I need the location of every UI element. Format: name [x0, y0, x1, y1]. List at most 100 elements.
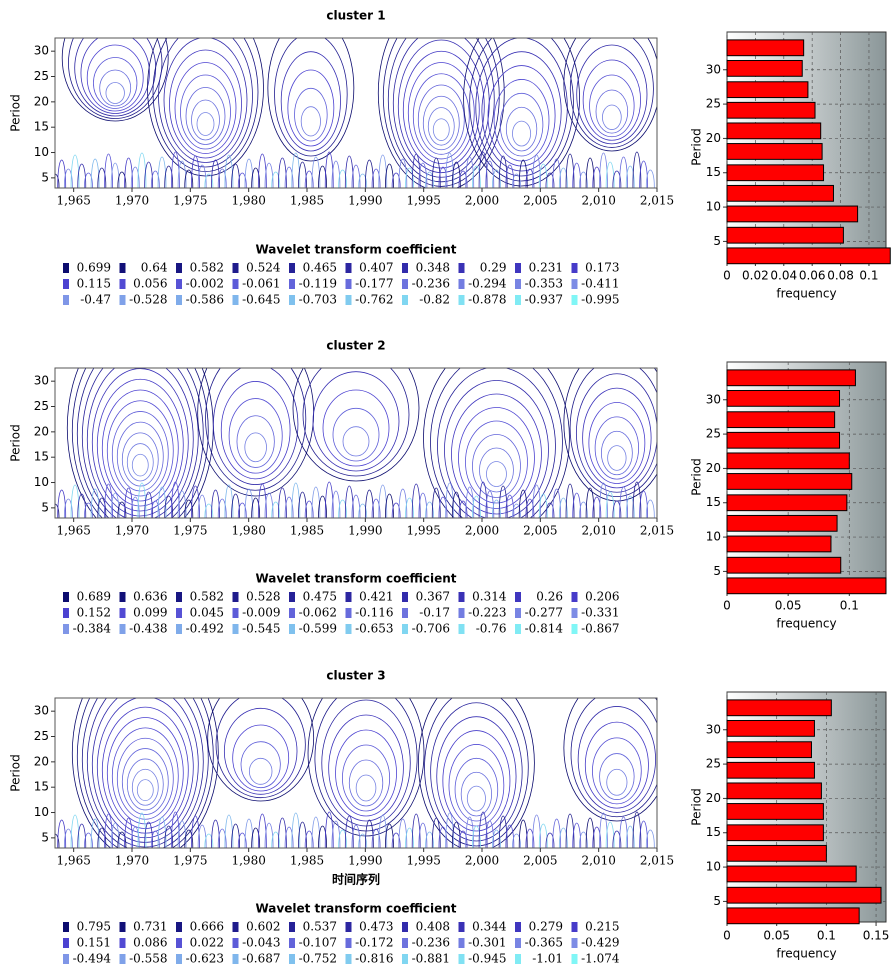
- contour-line: [312, 371, 400, 472]
- contour-line: [512, 173, 521, 188]
- contour-line: [342, 426, 370, 457]
- legend-label: 0.408: [416, 920, 450, 934]
- x-tick-label: 2,000: [465, 854, 499, 868]
- legend-label: -0.301: [468, 936, 506, 950]
- y-tick-label: 25: [34, 69, 49, 83]
- contour-line: [130, 826, 140, 848]
- x-tick-label: 0: [723, 929, 731, 943]
- legend-swatch: [232, 295, 239, 305]
- contour-line: [177, 160, 187, 188]
- bar: [726, 164, 825, 182]
- contour-line: [90, 488, 100, 518]
- contour-line: [196, 112, 215, 136]
- contour-line: [645, 499, 655, 518]
- contour-line: [358, 173, 368, 188]
- legend-label: 0.151: [77, 936, 111, 950]
- contour-line: [606, 768, 628, 796]
- legend-swatch: [458, 592, 465, 602]
- contour-line: [97, 827, 107, 848]
- contour-line: [304, 830, 314, 848]
- contour-line: [558, 497, 568, 518]
- legend-swatch: [571, 592, 578, 602]
- contour-line: [298, 821, 307, 848]
- legend-swatch: [176, 295, 182, 305]
- legend-swatch: [515, 592, 521, 602]
- contour-line: [77, 493, 87, 518]
- contour-line: [237, 832, 247, 848]
- contour-line: [595, 89, 629, 134]
- contour-line: [425, 171, 434, 188]
- y-tick-label: 25: [706, 427, 721, 441]
- contour-line: [344, 485, 354, 518]
- y-tick-label: 25: [34, 729, 49, 743]
- contour-line: [240, 741, 281, 789]
- legend-swatch: [515, 938, 521, 948]
- contour-line: [93, 57, 138, 109]
- bar: [726, 556, 842, 574]
- contour-line: [264, 162, 274, 188]
- contour-line: [278, 817, 287, 848]
- contour-line: [469, 38, 574, 182]
- contour-line: [451, 491, 461, 518]
- contour-line: [311, 816, 321, 848]
- contour-line: [584, 721, 649, 809]
- contour-line: [458, 500, 468, 518]
- contour-line: [391, 502, 401, 518]
- contour-line: [163, 38, 248, 163]
- contour-line: [321, 699, 411, 827]
- x-axis-label: 时间序列: [332, 872, 380, 887]
- contour-line: [76, 698, 214, 848]
- legend-label: -0.236: [412, 277, 450, 291]
- contour-line: [184, 499, 194, 518]
- legend-swatch: [345, 922, 352, 932]
- contour-line: [124, 817, 133, 848]
- contour-line: [257, 483, 267, 518]
- contour-line: [402, 50, 480, 169]
- legend-swatch: [289, 624, 295, 634]
- bar: [726, 431, 841, 449]
- legend-label: 0.524: [246, 261, 281, 275]
- legend-swatch: [402, 263, 408, 273]
- contour-line: [498, 485, 508, 518]
- x-tick-label: 2,010: [581, 524, 615, 538]
- contour-line: [74, 38, 157, 117]
- contour-line: [612, 830, 622, 848]
- contour-line: [331, 820, 341, 848]
- bar: [726, 247, 891, 265]
- contour-line: [418, 822, 428, 848]
- contour-line: [81, 698, 209, 848]
- contour-line: [463, 38, 580, 187]
- legend-swatch: [232, 592, 239, 602]
- contour-line: [231, 823, 240, 848]
- contour-line: [405, 167, 414, 188]
- contour-line: [55, 173, 60, 188]
- plot-frame: [54, 697, 658, 849]
- contour-line: [236, 415, 275, 468]
- x-tick-label: 1,970: [115, 194, 149, 208]
- contour-line: [385, 823, 394, 848]
- contour-line: [311, 486, 321, 518]
- contour-line: [448, 744, 505, 827]
- legend-swatch: [63, 608, 69, 618]
- contour-line: [385, 163, 394, 188]
- contour-line: [278, 487, 287, 518]
- contour-line: [605, 491, 615, 518]
- contour-line: [412, 73, 470, 160]
- contour-line: [331, 160, 341, 188]
- x-tick-label: 0.08: [827, 269, 854, 283]
- contour-line: [324, 481, 334, 518]
- legend-swatch: [289, 295, 295, 305]
- legend-swatch: [289, 954, 295, 964]
- legend-swatch: [63, 279, 69, 289]
- contour-line: [442, 730, 511, 832]
- contour-line: [639, 490, 649, 518]
- contour-line: [512, 833, 521, 848]
- contour-line: [351, 824, 361, 848]
- contour-line: [385, 493, 394, 518]
- contour-line: [518, 819, 528, 848]
- legend-label: -0.277: [525, 606, 563, 620]
- bar: [726, 824, 824, 842]
- contour-line: [579, 831, 588, 848]
- contour-line: [612, 500, 622, 518]
- contour-line: [97, 167, 107, 188]
